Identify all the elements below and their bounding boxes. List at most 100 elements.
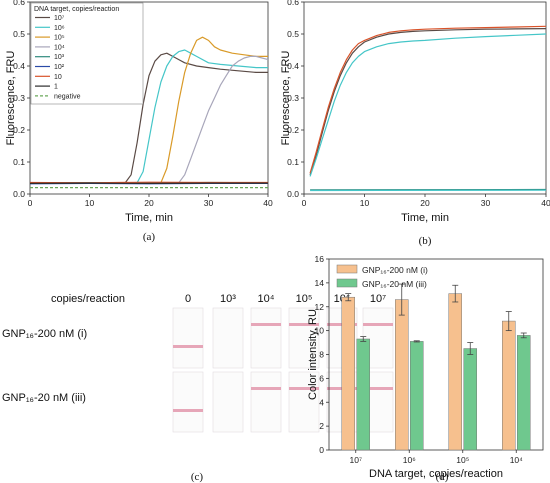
y-tick-label: 0.2 bbox=[13, 125, 25, 135]
x-tick-label: 0 bbox=[302, 198, 307, 208]
x-tick-label: 10 bbox=[85, 198, 95, 208]
strip-band bbox=[289, 387, 319, 390]
x-tick-label: 10⁵ bbox=[456, 455, 469, 465]
y-axis-label: Fluorescence, FRU bbox=[5, 51, 17, 146]
y-tick-label: 0.0 bbox=[13, 189, 25, 199]
y-tick-label: 14 bbox=[315, 278, 325, 288]
y-tick-label: 6 bbox=[319, 373, 324, 383]
bar bbox=[517, 335, 531, 451]
panel-label: (a) bbox=[143, 231, 156, 243]
strip-column-label: 10³ bbox=[220, 293, 236, 305]
y-tick-label: 8 bbox=[319, 350, 324, 360]
y-tick-label: 10 bbox=[315, 326, 325, 336]
x-tick-label: 10 bbox=[360, 198, 370, 208]
bar bbox=[341, 296, 355, 451]
strip-column-label: 0 bbox=[185, 293, 191, 305]
series-line-0 bbox=[309, 28, 547, 175]
strip-band bbox=[363, 323, 393, 326]
legend-entry: 1 bbox=[54, 84, 58, 91]
legend-entry: 10⁴ bbox=[54, 44, 65, 51]
y-axis-label: Color intensity, RU bbox=[307, 309, 319, 400]
x-tick-label: 10⁷ bbox=[349, 455, 362, 465]
y-tick-label: 0.5 bbox=[13, 29, 25, 39]
x-axis-label: DNA target, copies/reaction bbox=[369, 468, 503, 480]
strip-panel-c: copies/reaction010³10⁴10⁵10⁶10⁷GNP₁₆-200… bbox=[2, 293, 394, 483]
test-strip bbox=[172, 371, 204, 433]
legend-box bbox=[30, 2, 144, 105]
y-tick-label: 4 bbox=[319, 397, 324, 407]
chart-panel-d: 0 2 4 6 8 10 12 14 16 10⁷ 10⁶ 10⁵ 10⁴ GNP₁₆-200 nM (i… bbox=[307, 254, 544, 483]
y-tick-label: 0.5 bbox=[287, 29, 299, 39]
legend-entry: 10³ bbox=[54, 54, 65, 61]
strip-band bbox=[251, 323, 281, 326]
strip-column-label: 10⁷ bbox=[370, 293, 386, 305]
y-tick-label: 0.1 bbox=[13, 157, 25, 167]
strip-band bbox=[173, 345, 203, 348]
y-tick-label: 0.4 bbox=[13, 61, 25, 71]
legend-entry: GNP₁₆-20 nM (iii) bbox=[362, 279, 427, 289]
x-tick-label: 10⁴ bbox=[510, 455, 523, 465]
legend-entry: 10² bbox=[54, 64, 65, 71]
bar bbox=[502, 320, 516, 451]
y-tick-label: 0.1 bbox=[287, 157, 299, 167]
bar bbox=[463, 348, 477, 451]
y-tick-label: 0.6 bbox=[287, 0, 299, 7]
legend-entry: 10 bbox=[54, 74, 62, 81]
y-tick-label: 0.3 bbox=[287, 93, 299, 103]
test-strip bbox=[288, 371, 320, 433]
strip-row-label: GNP₁₆-20 nM (iii) bbox=[2, 392, 86, 404]
test-strip bbox=[250, 371, 282, 433]
strip-band bbox=[363, 387, 393, 390]
legend-entry: 10⁶ bbox=[54, 25, 65, 32]
bar bbox=[410, 341, 424, 451]
y-tick-label: 0.6 bbox=[13, 0, 25, 7]
x-tick-label: 20 bbox=[420, 198, 430, 208]
test-strip bbox=[212, 307, 244, 369]
legend-swatch bbox=[336, 278, 358, 288]
legend-entry: 10⁵ bbox=[54, 35, 65, 42]
chart-panel-a: 0 10 20 30 40 0.0 0.1 0.2 0.3 0.4 0.5 0.6 Time, min F… bbox=[5, 0, 273, 243]
x-tick-label: 0 bbox=[28, 198, 33, 208]
x-tick-label: 20 bbox=[144, 198, 154, 208]
series-line-0 bbox=[30, 52, 268, 184]
strip-band bbox=[173, 409, 203, 412]
panel-label: (d) bbox=[436, 471, 449, 483]
series-line-3 bbox=[30, 55, 269, 184]
series-line-2 bbox=[309, 33, 547, 177]
legend-swatch bbox=[336, 264, 358, 274]
x-tick-label: 10⁶ bbox=[403, 455, 416, 465]
legend-entry: 10⁷ bbox=[54, 15, 65, 22]
test-strip bbox=[212, 371, 244, 433]
x-tick-label: 30 bbox=[481, 198, 491, 208]
y-tick-label: 12 bbox=[315, 302, 325, 312]
test-strip bbox=[250, 307, 282, 369]
strip-row-label: GNP₁₆-200 nM (i) bbox=[2, 328, 87, 340]
x-tick-label: 40 bbox=[263, 198, 273, 208]
y-tick-label: 0.2 bbox=[287, 125, 299, 135]
bar bbox=[395, 299, 409, 451]
y-tick-label: 0.4 bbox=[287, 61, 299, 71]
bar bbox=[356, 338, 370, 451]
y-axis-label: Fluorescence, FRU bbox=[280, 51, 292, 146]
series-line-1 bbox=[30, 49, 268, 184]
panel-label: (b) bbox=[419, 235, 432, 247]
test-strip bbox=[288, 307, 320, 369]
legend-title: DNA target, copies/reaction bbox=[34, 6, 119, 13]
strip-column-label: 10⁴ bbox=[258, 293, 275, 305]
strip-band bbox=[289, 323, 319, 326]
test-strip bbox=[172, 307, 204, 369]
y-tick-label: 0.3 bbox=[13, 93, 25, 103]
legend-entry: negative bbox=[54, 93, 81, 100]
series-line-1 bbox=[309, 25, 547, 174]
bar bbox=[448, 293, 462, 451]
strips-header: copies/reaction bbox=[51, 293, 125, 305]
x-axis-label: Time, min bbox=[125, 212, 173, 224]
panel-label: (c) bbox=[191, 471, 204, 483]
series-line-2 bbox=[30, 36, 268, 184]
x-tick-label: 30 bbox=[204, 198, 214, 208]
strip-column-label: 10⁵ bbox=[296, 293, 313, 305]
y-tick-label: 16 bbox=[315, 254, 325, 264]
legend-entry: GNP₁₆-200 nM (i) bbox=[362, 265, 428, 275]
y-tick-label: 0.0 bbox=[287, 189, 299, 199]
